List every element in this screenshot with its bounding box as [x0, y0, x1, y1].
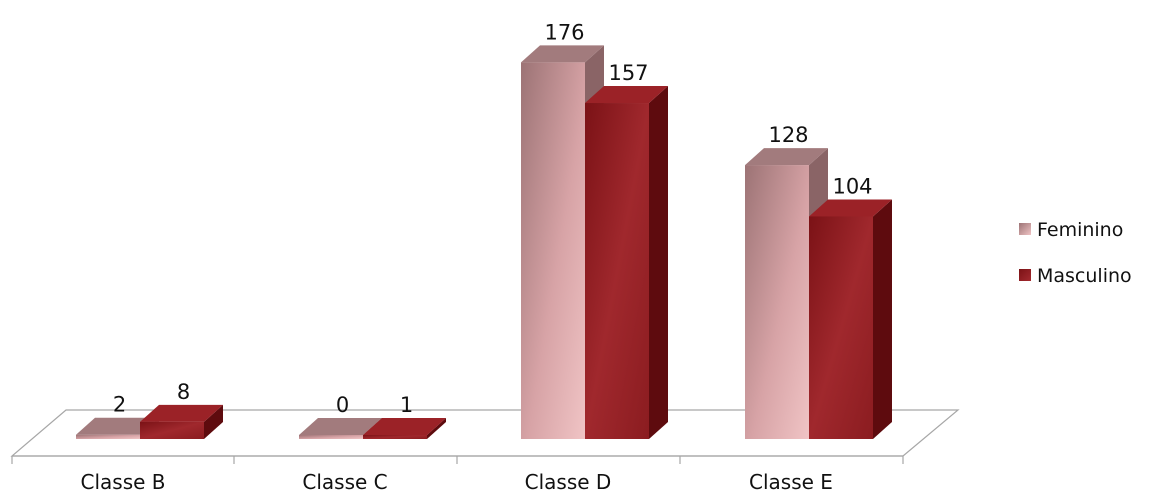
bar-top	[140, 404, 223, 422]
legend-swatch-feminino	[1019, 223, 1031, 235]
data-label: 157	[608, 61, 648, 85]
bar-side	[427, 418, 446, 439]
bar-masculino-3	[809, 199, 892, 439]
bar-masculino-2	[585, 86, 668, 440]
category-label: Classe B	[81, 470, 166, 494]
bar-side	[649, 86, 668, 440]
bar-masculino-1	[363, 418, 446, 439]
bar-front	[76, 434, 140, 439]
bar-top	[585, 86, 668, 104]
category-label: Classe C	[302, 470, 387, 494]
bar-front	[299, 435, 363, 439]
bar-top	[745, 148, 828, 166]
x-axis-ticks	[11, 456, 904, 464]
bar-top	[299, 418, 382, 435]
data-label: 128	[768, 123, 808, 147]
bar-front	[745, 165, 809, 439]
bar-front	[363, 435, 427, 439]
legend-label-feminino: Feminino	[1037, 219, 1123, 241]
bar-front	[585, 103, 649, 440]
bar-side	[873, 199, 892, 439]
data-label: 104	[832, 174, 872, 198]
data-label: 2	[113, 393, 126, 417]
bar-side	[204, 404, 223, 439]
bar-masculino-0	[140, 404, 223, 439]
data-label: 8	[177, 380, 190, 404]
bar-top	[521, 45, 604, 63]
bar-front	[140, 421, 204, 439]
legend-swatch-masculino	[1019, 269, 1031, 281]
legend: Feminino Masculino	[1019, 219, 1132, 287]
bar-top	[76, 417, 159, 435]
category-label: Classe E	[749, 470, 833, 494]
data-label: 1	[400, 393, 413, 417]
bar-front	[521, 62, 585, 440]
bars	[76, 45, 892, 440]
category-label: Classe D	[525, 470, 612, 494]
data-label: 176	[544, 20, 584, 44]
legend-label-masculino: Masculino	[1037, 265, 1132, 287]
data-label: 0	[336, 393, 349, 417]
bar-front	[809, 216, 873, 439]
data-labels: 2 8 0 1 176 157 128 104	[113, 20, 873, 417]
bar-top	[809, 199, 892, 217]
bar-top	[363, 418, 446, 435]
category-labels: Classe B Classe C Classe D Classe E	[81, 470, 833, 494]
